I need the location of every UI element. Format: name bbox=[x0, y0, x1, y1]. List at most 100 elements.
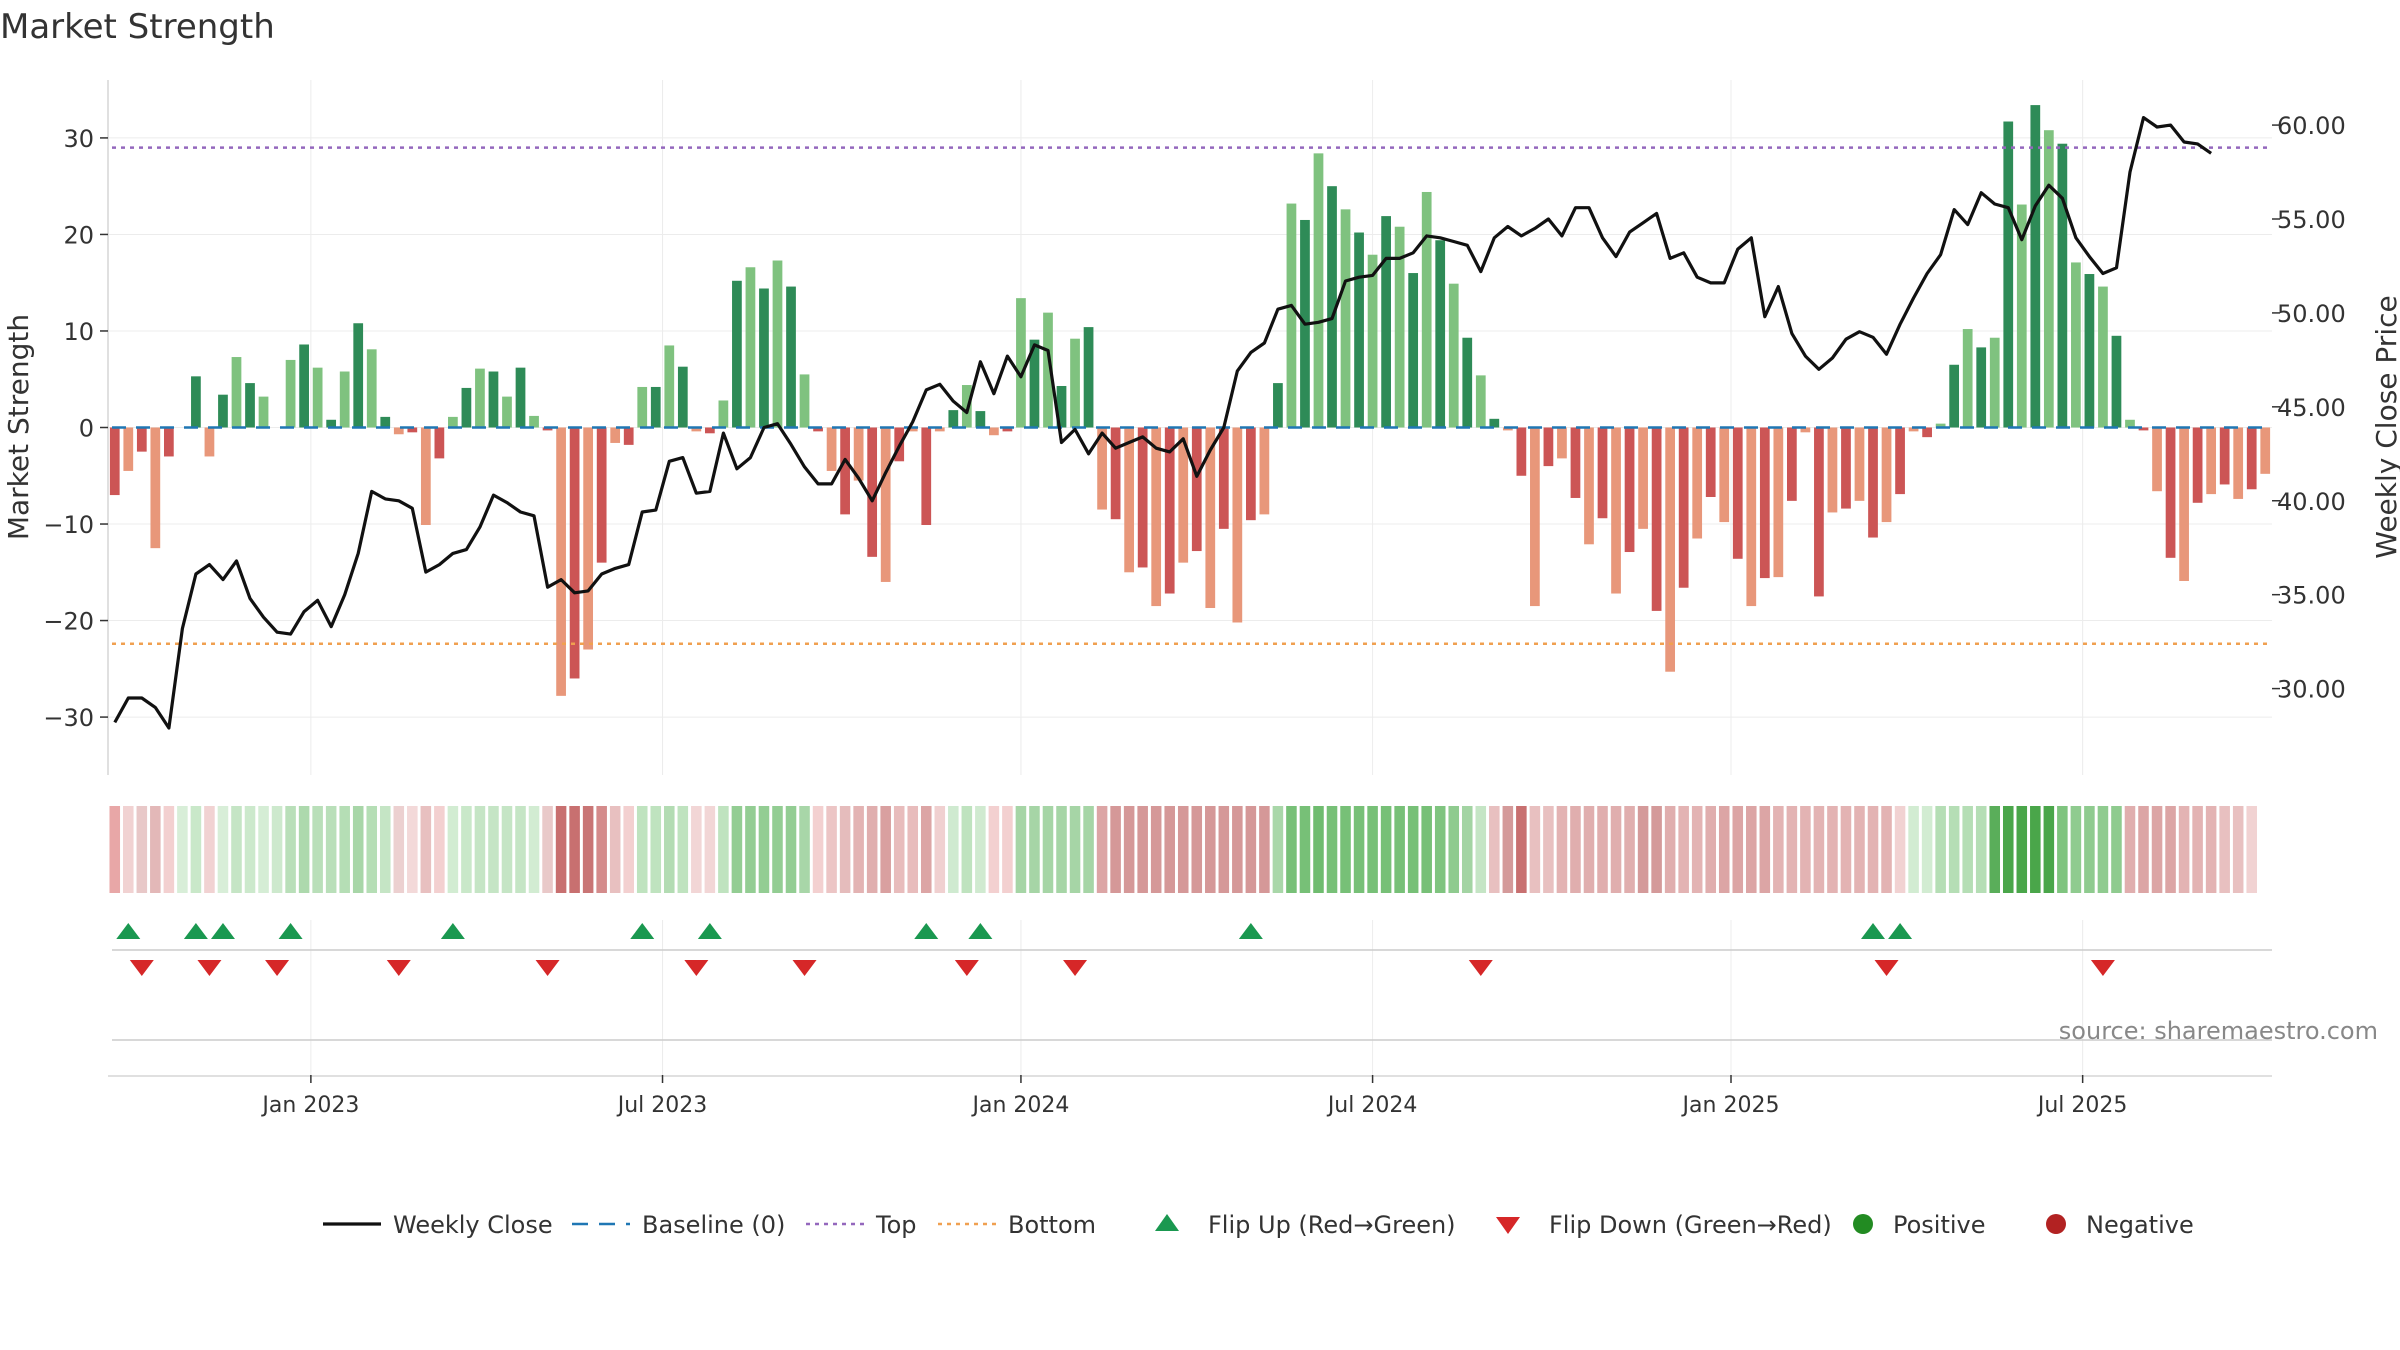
strip-cell bbox=[1867, 806, 1879, 893]
strength-bar bbox=[1773, 427, 1784, 578]
strength-bar bbox=[948, 410, 959, 428]
strength-bar bbox=[1814, 427, 1824, 597]
strip-cell bbox=[975, 806, 986, 893]
strength-bar bbox=[285, 359, 296, 428]
strip-cell bbox=[731, 806, 743, 893]
strength-bar bbox=[1191, 427, 1202, 552]
strength-bar bbox=[880, 427, 891, 582]
strip-cell bbox=[758, 806, 770, 893]
strength-bar bbox=[813, 427, 823, 432]
strip-cell bbox=[1948, 806, 1960, 893]
strength-bar bbox=[2179, 427, 2189, 581]
strength-bar bbox=[204, 427, 215, 457]
strip-cell bbox=[772, 806, 783, 893]
strength-bar bbox=[163, 427, 174, 457]
strength-bar bbox=[1340, 209, 1351, 428]
strength-bar bbox=[1178, 427, 1189, 563]
grid-lines bbox=[108, 80, 2272, 1075]
strip-cell bbox=[2192, 806, 2203, 893]
strength-bar bbox=[1218, 427, 1229, 529]
x-tick-label: Jan 2023 bbox=[260, 1093, 359, 1118]
strength-bar bbox=[1232, 427, 1243, 623]
strip-cell bbox=[2246, 806, 2257, 893]
strength-bar bbox=[691, 427, 702, 432]
strength-bar bbox=[366, 349, 377, 428]
strip-cell bbox=[407, 806, 418, 893]
strip-cell bbox=[1272, 806, 1284, 893]
strength-bar bbox=[1137, 427, 1148, 568]
strip-cell bbox=[1015, 806, 1027, 893]
strip-cell bbox=[312, 806, 323, 893]
strength-bar bbox=[2084, 274, 2095, 428]
strip-cell bbox=[2205, 806, 2217, 893]
strip-cell bbox=[1461, 806, 1473, 893]
strength-bar bbox=[2071, 262, 2081, 428]
strip-cell bbox=[948, 806, 959, 893]
x-tick-label: Jul 2023 bbox=[616, 1093, 708, 1118]
legend-swatch bbox=[1155, 1214, 1179, 1231]
legend-label: Flip Down (Green→Red) bbox=[1549, 1211, 1832, 1239]
strip-cell bbox=[1218, 806, 1230, 893]
strip-cell bbox=[609, 806, 621, 893]
strength-bar bbox=[650, 386, 661, 428]
strip-cell bbox=[190, 806, 202, 893]
strength-bar bbox=[583, 427, 594, 650]
flip-down-marker bbox=[2090, 960, 2115, 976]
strip-cell bbox=[123, 806, 134, 893]
strength-bar bbox=[732, 280, 742, 428]
strength-bar bbox=[934, 427, 945, 432]
strength-bar bbox=[867, 427, 878, 557]
strength-bar bbox=[1638, 427, 1648, 529]
strip-cell bbox=[934, 806, 946, 893]
strength-bar bbox=[1043, 312, 1053, 428]
flip-down-marker bbox=[1874, 960, 1899, 976]
strength-bar bbox=[1435, 240, 1446, 428]
strip-cell bbox=[2151, 806, 2163, 893]
flip-markers bbox=[108, 923, 2272, 1077]
strength-bar bbox=[258, 396, 269, 428]
strength-bar bbox=[1462, 337, 1473, 428]
strength-bar bbox=[2152, 427, 2162, 492]
strength-bar bbox=[569, 427, 580, 679]
strip-cell bbox=[2165, 806, 2176, 893]
y2-tick-label: 40.00 bbox=[2277, 488, 2346, 516]
strength-bar bbox=[312, 367, 323, 428]
strip-cell bbox=[298, 806, 310, 893]
strength-bar bbox=[1245, 427, 1256, 521]
y-axis-label: Market Strength bbox=[2, 314, 35, 540]
strip-cell bbox=[1773, 806, 1784, 893]
strip-cell bbox=[785, 806, 797, 893]
x-tick-label: Jan 2024 bbox=[970, 1093, 1069, 1118]
strength-bar bbox=[2260, 427, 2271, 474]
strip-cell bbox=[1259, 806, 1270, 893]
strength-bar bbox=[610, 427, 621, 443]
strip-cell bbox=[1718, 806, 1730, 893]
strength-bar bbox=[1759, 427, 1770, 579]
strip-cell bbox=[109, 806, 121, 893]
strip-cell bbox=[1908, 806, 1919, 893]
strength-bar bbox=[664, 345, 675, 428]
y-tick-label: 10 bbox=[63, 318, 94, 346]
strip-cell bbox=[1421, 806, 1432, 893]
legend-label: Baseline (0) bbox=[642, 1211, 785, 1239]
strength-bar bbox=[2233, 427, 2244, 499]
strength-bar bbox=[1786, 427, 1797, 501]
strip-cell bbox=[1529, 806, 1541, 893]
strength-bar bbox=[1611, 427, 1621, 594]
strip-cell bbox=[1921, 806, 1933, 893]
strip-cell bbox=[434, 806, 445, 893]
strip-cell bbox=[150, 806, 161, 893]
strength-bar bbox=[1881, 427, 1892, 523]
left-y-axis: 30 20 10 0 −10 −20 −30 bbox=[43, 80, 109, 775]
strip-cell bbox=[177, 806, 188, 893]
strength-bar bbox=[542, 427, 553, 431]
strength-bar bbox=[191, 376, 201, 428]
strength-bar bbox=[1584, 427, 1594, 545]
strength-bar bbox=[1989, 337, 2000, 428]
strip-cell bbox=[1083, 806, 1094, 893]
legend-item-flip_up: Flip Up (Red→Green) bbox=[1155, 1211, 1456, 1239]
strip-cell bbox=[1489, 806, 1500, 893]
strip-cell bbox=[1029, 806, 1040, 893]
strip-cell bbox=[244, 806, 256, 893]
strength-bar bbox=[1164, 427, 1175, 594]
